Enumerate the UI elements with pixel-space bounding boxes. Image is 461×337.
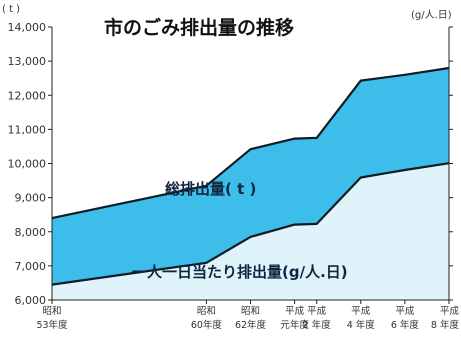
secondary-y-ticks bbox=[449, 26, 453, 301]
series-label-per-capita: 一人一日当たり排出量(g/人.日) bbox=[132, 263, 348, 281]
x-tick-label-era: 平成 bbox=[395, 305, 415, 317]
x-tick-label-era: 昭和 bbox=[241, 306, 260, 317]
y-ticks: 6,000 7,000 8,000 9,000 10,000 11,000 12,000 13… bbox=[8, 21, 52, 307]
y-tick-label: 7,000 bbox=[15, 260, 47, 273]
y-tick-label: 13,000 bbox=[8, 55, 47, 68]
x-tick-label-era: 平成 bbox=[307, 305, 327, 317]
y-tick-label: 9,000 bbox=[15, 192, 47, 205]
x-tick-label-year: 4 年度 bbox=[347, 319, 376, 331]
area-per-capita bbox=[52, 163, 449, 300]
x-tick-label-era: 平成 bbox=[285, 305, 305, 317]
y-tick-label: 12,000 bbox=[8, 89, 47, 102]
x-tick-label-year: 2 年度 bbox=[303, 319, 332, 331]
x-tick-label-year: 60年度 bbox=[191, 319, 223, 331]
y-tick-label: 8,000 bbox=[15, 226, 47, 239]
y-tick-label: 6,000 bbox=[15, 294, 47, 307]
x-tick-label-year: 62年度 bbox=[235, 319, 267, 331]
x-tick-label-era: 昭和 bbox=[197, 306, 216, 317]
area-outlines bbox=[51, 66, 450, 286]
secondary-y-axis-unit: (g/人.日) bbox=[411, 9, 452, 21]
y-axis-unit: ( t ) bbox=[2, 4, 20, 15]
line-total bbox=[51, 66, 450, 220]
x-tick-label-year: 元年度 bbox=[280, 319, 309, 331]
chart-title: 市のごみ排出量の推移 bbox=[104, 16, 294, 39]
y-tick-label: 14,000 bbox=[8, 21, 47, 34]
y-tick-label: 10,000 bbox=[8, 158, 47, 171]
x-tick-label-year: 8 年度 bbox=[431, 319, 460, 331]
x-tick-label-era: 平成 bbox=[440, 305, 460, 317]
area-layers bbox=[52, 68, 449, 300]
x-tick-label-era: 昭和 bbox=[42, 306, 61, 317]
line-per-capita bbox=[51, 162, 450, 286]
y-tick-label: 11,000 bbox=[8, 123, 47, 136]
x-tick-label-era: 平成 bbox=[351, 305, 371, 317]
area-total bbox=[52, 68, 449, 285]
x-tick-label-year: 6 年度 bbox=[391, 319, 420, 331]
x-tick-label-year: 53年度 bbox=[36, 319, 68, 331]
series-label-total: 総排出量( t ) bbox=[165, 180, 256, 198]
